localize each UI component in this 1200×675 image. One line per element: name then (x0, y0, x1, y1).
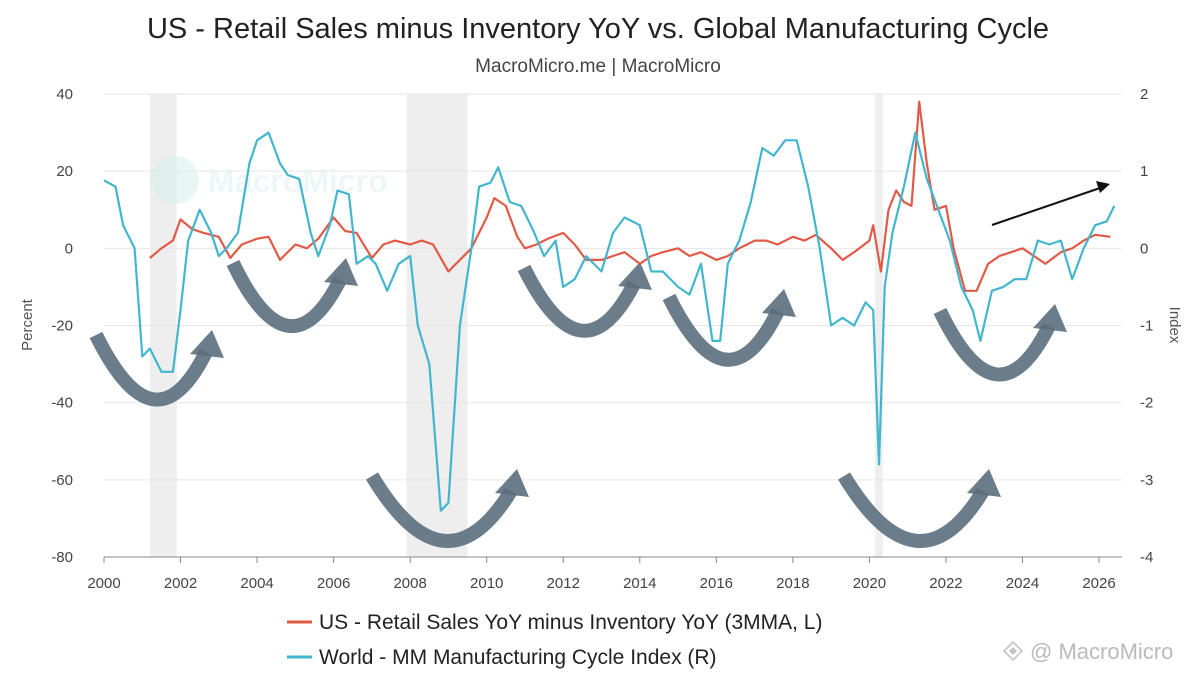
y-tick-label-left-1: 20 (56, 163, 73, 180)
arrow-head-icon (324, 258, 358, 286)
watermark-logo-icon (151, 156, 199, 204)
x-tick-label-0: 2000 (87, 575, 120, 592)
x-tick-label-7: 2014 (623, 575, 656, 592)
x-tick-label-10: 2020 (853, 575, 886, 592)
y-axis-label-right: Index (1166, 307, 1183, 344)
chart-title: US - Retail Sales minus Inventory YoY vs… (147, 13, 1049, 45)
watermark-logo: MacroMicro (151, 156, 388, 204)
x-tick-label-4: 2008 (393, 575, 426, 592)
x-tick-label-3: 2006 (317, 575, 350, 592)
cycle-arrow-2 (365, 469, 529, 548)
legend-label-world: World - MM Manufacturing Cycle Index (R) (319, 646, 717, 669)
y-tick-label-left-5: -60 (51, 472, 73, 489)
y-tick-label-right-4: -2 (1140, 395, 1153, 412)
trend-arrow-head-icon (1096, 181, 1110, 193)
x-tick-label-12: 2024 (1006, 575, 1039, 592)
y-tick-label-right-0: 2 (1140, 86, 1148, 103)
x-tick-label-11: 2022 (929, 575, 962, 592)
arrow-head-icon (967, 469, 1001, 497)
legend-label-retail: US - Retail Sales YoY minus Inventory Yo… (319, 611, 822, 634)
y-tick-label-right-3: -1 (1140, 318, 1153, 335)
trend-arrow-line (991, 187, 1101, 226)
cycle-arrows (89, 181, 1110, 548)
cycle-arrow-5 (838, 469, 1001, 548)
arrow-head-icon (1033, 304, 1067, 332)
cycle-arrow-1 (226, 258, 358, 334)
cycle-arrow-curve-2 (365, 472, 517, 548)
series-line-1 (103, 131, 1116, 512)
cycle-arrow-curve-1 (226, 259, 347, 334)
y-axis-label-left: Percent (19, 298, 36, 351)
legend: US - Retail Sales YoY minus Inventory Yo… (287, 611, 822, 669)
chart-subtitle: MacroMicro.me | MacroMicro (475, 56, 721, 77)
axes: 2000 2002 2004 2006 2008 2010 2012 2014 2016 2018… (51, 86, 1153, 592)
cycle-arrow-6 (933, 304, 1067, 382)
cycle-arrow-curve-0 (89, 331, 213, 407)
y-tick-label-right-2: 0 (1140, 240, 1148, 257)
y-tick-label-left-6: -80 (51, 549, 73, 566)
credit-text: @ MacroMicro (1030, 639, 1173, 664)
arrow-head-icon (762, 289, 796, 317)
cycle-arrow-4 (662, 289, 796, 367)
credit-badge: @ MacroMicro (1002, 639, 1173, 664)
y-tick-label-left-0: 40 (56, 86, 73, 103)
y-tick-label-left-4: -40 (51, 395, 73, 412)
x-tick-label-13: 2026 (1082, 575, 1115, 592)
cycle-arrow-curve-5 (838, 472, 989, 548)
x-tick-label-2: 2004 (240, 575, 273, 592)
y-tick-label-right-1: 1 (1140, 163, 1148, 180)
y-tick-label-right-5: -3 (1140, 472, 1153, 489)
cycle-arrow-curve-4 (662, 293, 785, 367)
arrow-head-icon (495, 469, 529, 497)
y-tick-label-left-2: 0 (65, 240, 73, 257)
cycle-arrow-curve-6 (933, 307, 1056, 382)
x-tick-label-1: 2002 (164, 575, 197, 592)
macromicro-logo-icon (1002, 640, 1024, 662)
y-tick-label-right-6: -4 (1140, 549, 1153, 566)
y-tick-label-left-3: -20 (51, 318, 73, 335)
cycle-arrow-curve-3 (517, 264, 641, 338)
arrow-head-icon (190, 330, 224, 358)
x-tick-label-6: 2012 (547, 575, 580, 592)
x-tick-label-5: 2010 (470, 575, 503, 592)
x-tick-label-9: 2018 (776, 575, 809, 592)
arrow-head-icon (618, 262, 652, 290)
x-tick-label-8: 2016 (700, 575, 733, 592)
watermark-text: MacroMicro (208, 163, 388, 199)
cycle-arrow-3 (517, 262, 652, 338)
series-lines (103, 100, 1116, 512)
cycle-arrow-0 (89, 330, 224, 407)
